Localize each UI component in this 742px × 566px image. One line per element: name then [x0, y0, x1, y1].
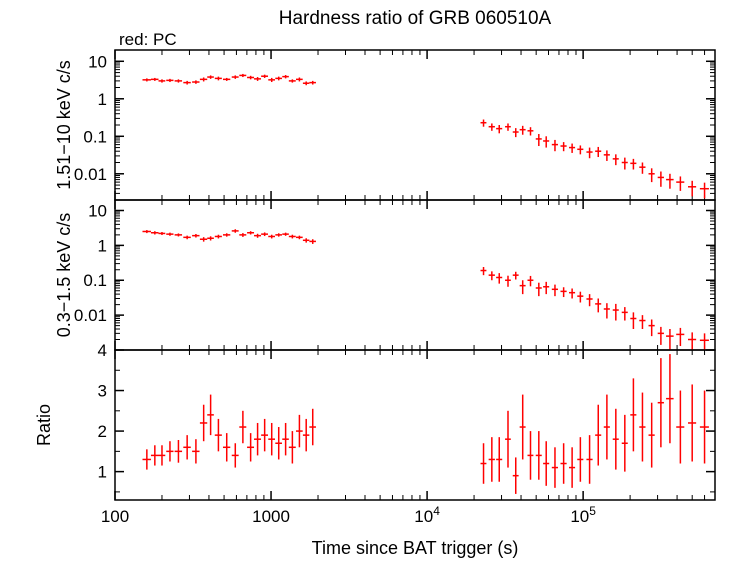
y-tick-label: 4: [98, 341, 107, 360]
panel-frame: [115, 200, 715, 350]
legend-text: red: PC: [119, 30, 177, 49]
y-tick-label: 2: [98, 422, 107, 441]
hardness-ratio-chart: Hardness ratio of GRB 060510A red: PC Time…: [0, 0, 742, 566]
y-tick-label: 10: [88, 201, 107, 220]
x-tick-label: 104: [414, 504, 440, 526]
chart-title: Hardness ratio of GRB 060510A: [279, 8, 552, 29]
y-axis-label: 0.3−1.5 keV c/s: [54, 213, 74, 338]
y-tick-label: 0.1: [83, 127, 107, 146]
data-series: [142, 74, 708, 199]
y-tick-label: 1: [98, 236, 107, 255]
data-series: [142, 229, 708, 350]
y-tick-label: 10: [88, 52, 107, 71]
y-tick-label: 0.1: [83, 271, 107, 290]
y-axis-label: 1.51−10 keV c/s: [54, 60, 74, 190]
data-series: [142, 354, 708, 494]
x-tick-label: 1000: [252, 507, 290, 526]
y-tick-label: 0.01: [74, 306, 107, 325]
x-tick-label: 105: [570, 504, 596, 526]
y-tick-label: 1: [98, 90, 107, 109]
y-tick-label: 3: [98, 382, 107, 401]
x-axis-label: Time since BAT trigger (s): [312, 538, 519, 558]
x-tick-label: 100: [101, 507, 129, 526]
y-axis-label: Ratio: [34, 404, 54, 446]
y-tick-label: 0.01: [74, 165, 107, 184]
y-tick-label: 1: [98, 463, 107, 482]
panel-frame: [115, 50, 715, 200]
